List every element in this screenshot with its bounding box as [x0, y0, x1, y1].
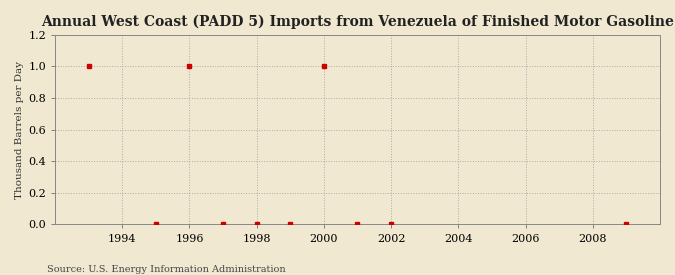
- Text: Source: U.S. Energy Information Administration: Source: U.S. Energy Information Administ…: [47, 265, 286, 274]
- Y-axis label: Thousand Barrels per Day: Thousand Barrels per Day: [15, 60, 24, 199]
- Title: Annual West Coast (PADD 5) Imports from Venezuela of Finished Motor Gasoline: Annual West Coast (PADD 5) Imports from …: [41, 15, 674, 29]
